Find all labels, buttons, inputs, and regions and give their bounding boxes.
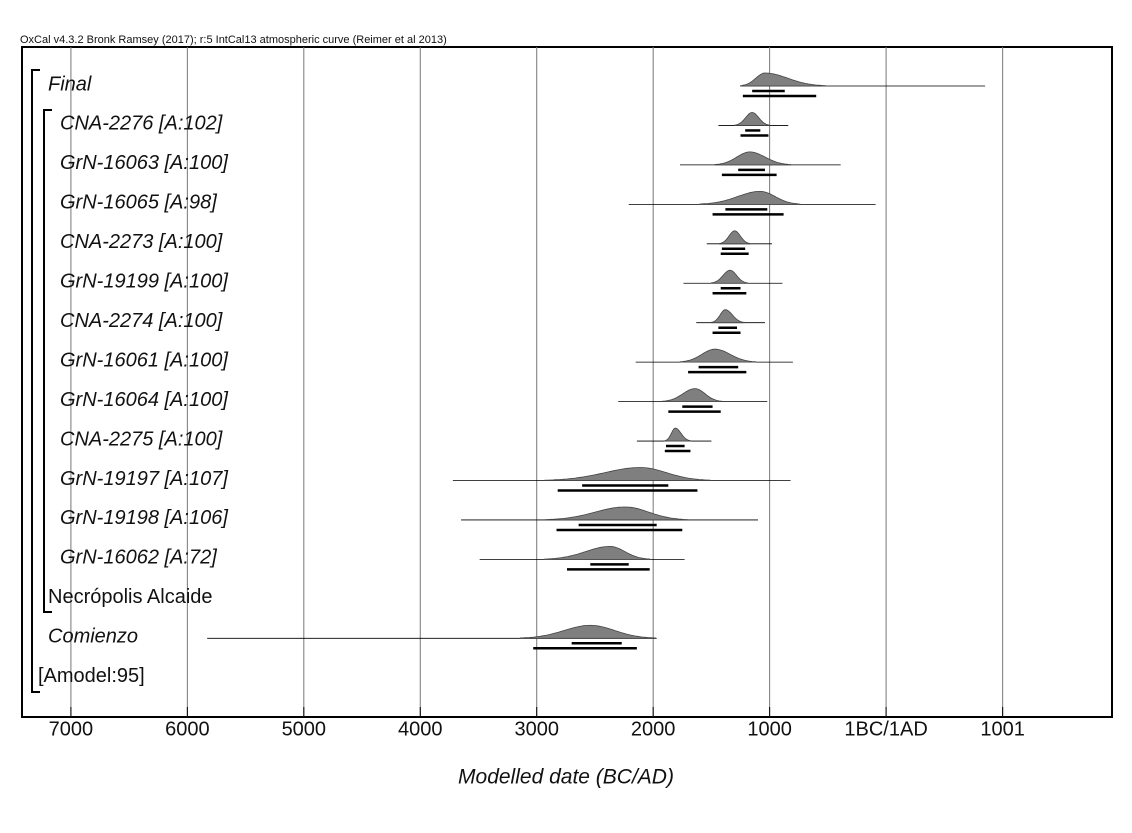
- row-label: CNA-2273 [A:100]: [60, 231, 223, 253]
- posterior: [544, 467, 711, 481]
- row-label: Necrópolis Alcaide: [48, 586, 213, 608]
- posterior: [719, 230, 751, 245]
- posterior: [740, 72, 826, 87]
- row-label: [Amodel:95]: [38, 665, 145, 687]
- posterior: [679, 348, 757, 363]
- row-label: GrN-16063 [A:100]: [60, 152, 228, 174]
- row-label: GrN-16061 [A:100]: [60, 349, 228, 371]
- x-tick-label: 6000: [165, 718, 210, 740]
- row-label: CNA-2275 [A:100]: [60, 428, 223, 450]
- row-label: GrN-19197 [A:107]: [60, 468, 228, 490]
- x-tick-label: 4000: [398, 718, 443, 740]
- posterior: [519, 624, 656, 639]
- posterior: [710, 309, 745, 324]
- x-axis-label: Modelled date (BC/AD): [458, 766, 674, 789]
- inner-bracket: [43, 109, 52, 613]
- posterior: [699, 191, 801, 205]
- posterior: [734, 112, 771, 126]
- outer-bracket: [31, 69, 40, 693]
- x-tick-label: 7000: [49, 718, 94, 740]
- plot-frame: [21, 46, 1113, 718]
- row-label: GrN-19199 [A:100]: [60, 271, 228, 293]
- row-label: GrN-16062 [A:72]: [60, 547, 217, 569]
- x-tick-label: 5000: [282, 718, 327, 740]
- posterior: [544, 546, 651, 560]
- row-label: GrN-16065 [A:98]: [60, 192, 217, 214]
- x-tick-label: 2000: [631, 718, 676, 740]
- row-label: GrN-19198 [A:106]: [60, 507, 228, 529]
- x-tick-label: 3000: [514, 718, 559, 740]
- x-tick-label: 1BC/1AD: [844, 718, 927, 740]
- row-label: GrN-16064 [A:100]: [60, 389, 228, 411]
- posterior: [710, 269, 748, 284]
- row-label: Final: [48, 73, 92, 95]
- row-label: Comienzo: [48, 626, 138, 648]
- row-label: CNA-2274 [A:100]: [60, 310, 223, 332]
- x-tick-label: 1000: [747, 718, 792, 740]
- posterior: [664, 427, 691, 442]
- x-tick-label: 1001: [980, 718, 1025, 740]
- posterior: [544, 506, 689, 521]
- posterior: [662, 388, 723, 402]
- header: OxCal v4.3.2 Bronk Ramsey (2017); r:5 In…: [20, 34, 447, 46]
- row-label: CNA-2276 [A:102]: [60, 113, 223, 135]
- posterior: [714, 151, 792, 166]
